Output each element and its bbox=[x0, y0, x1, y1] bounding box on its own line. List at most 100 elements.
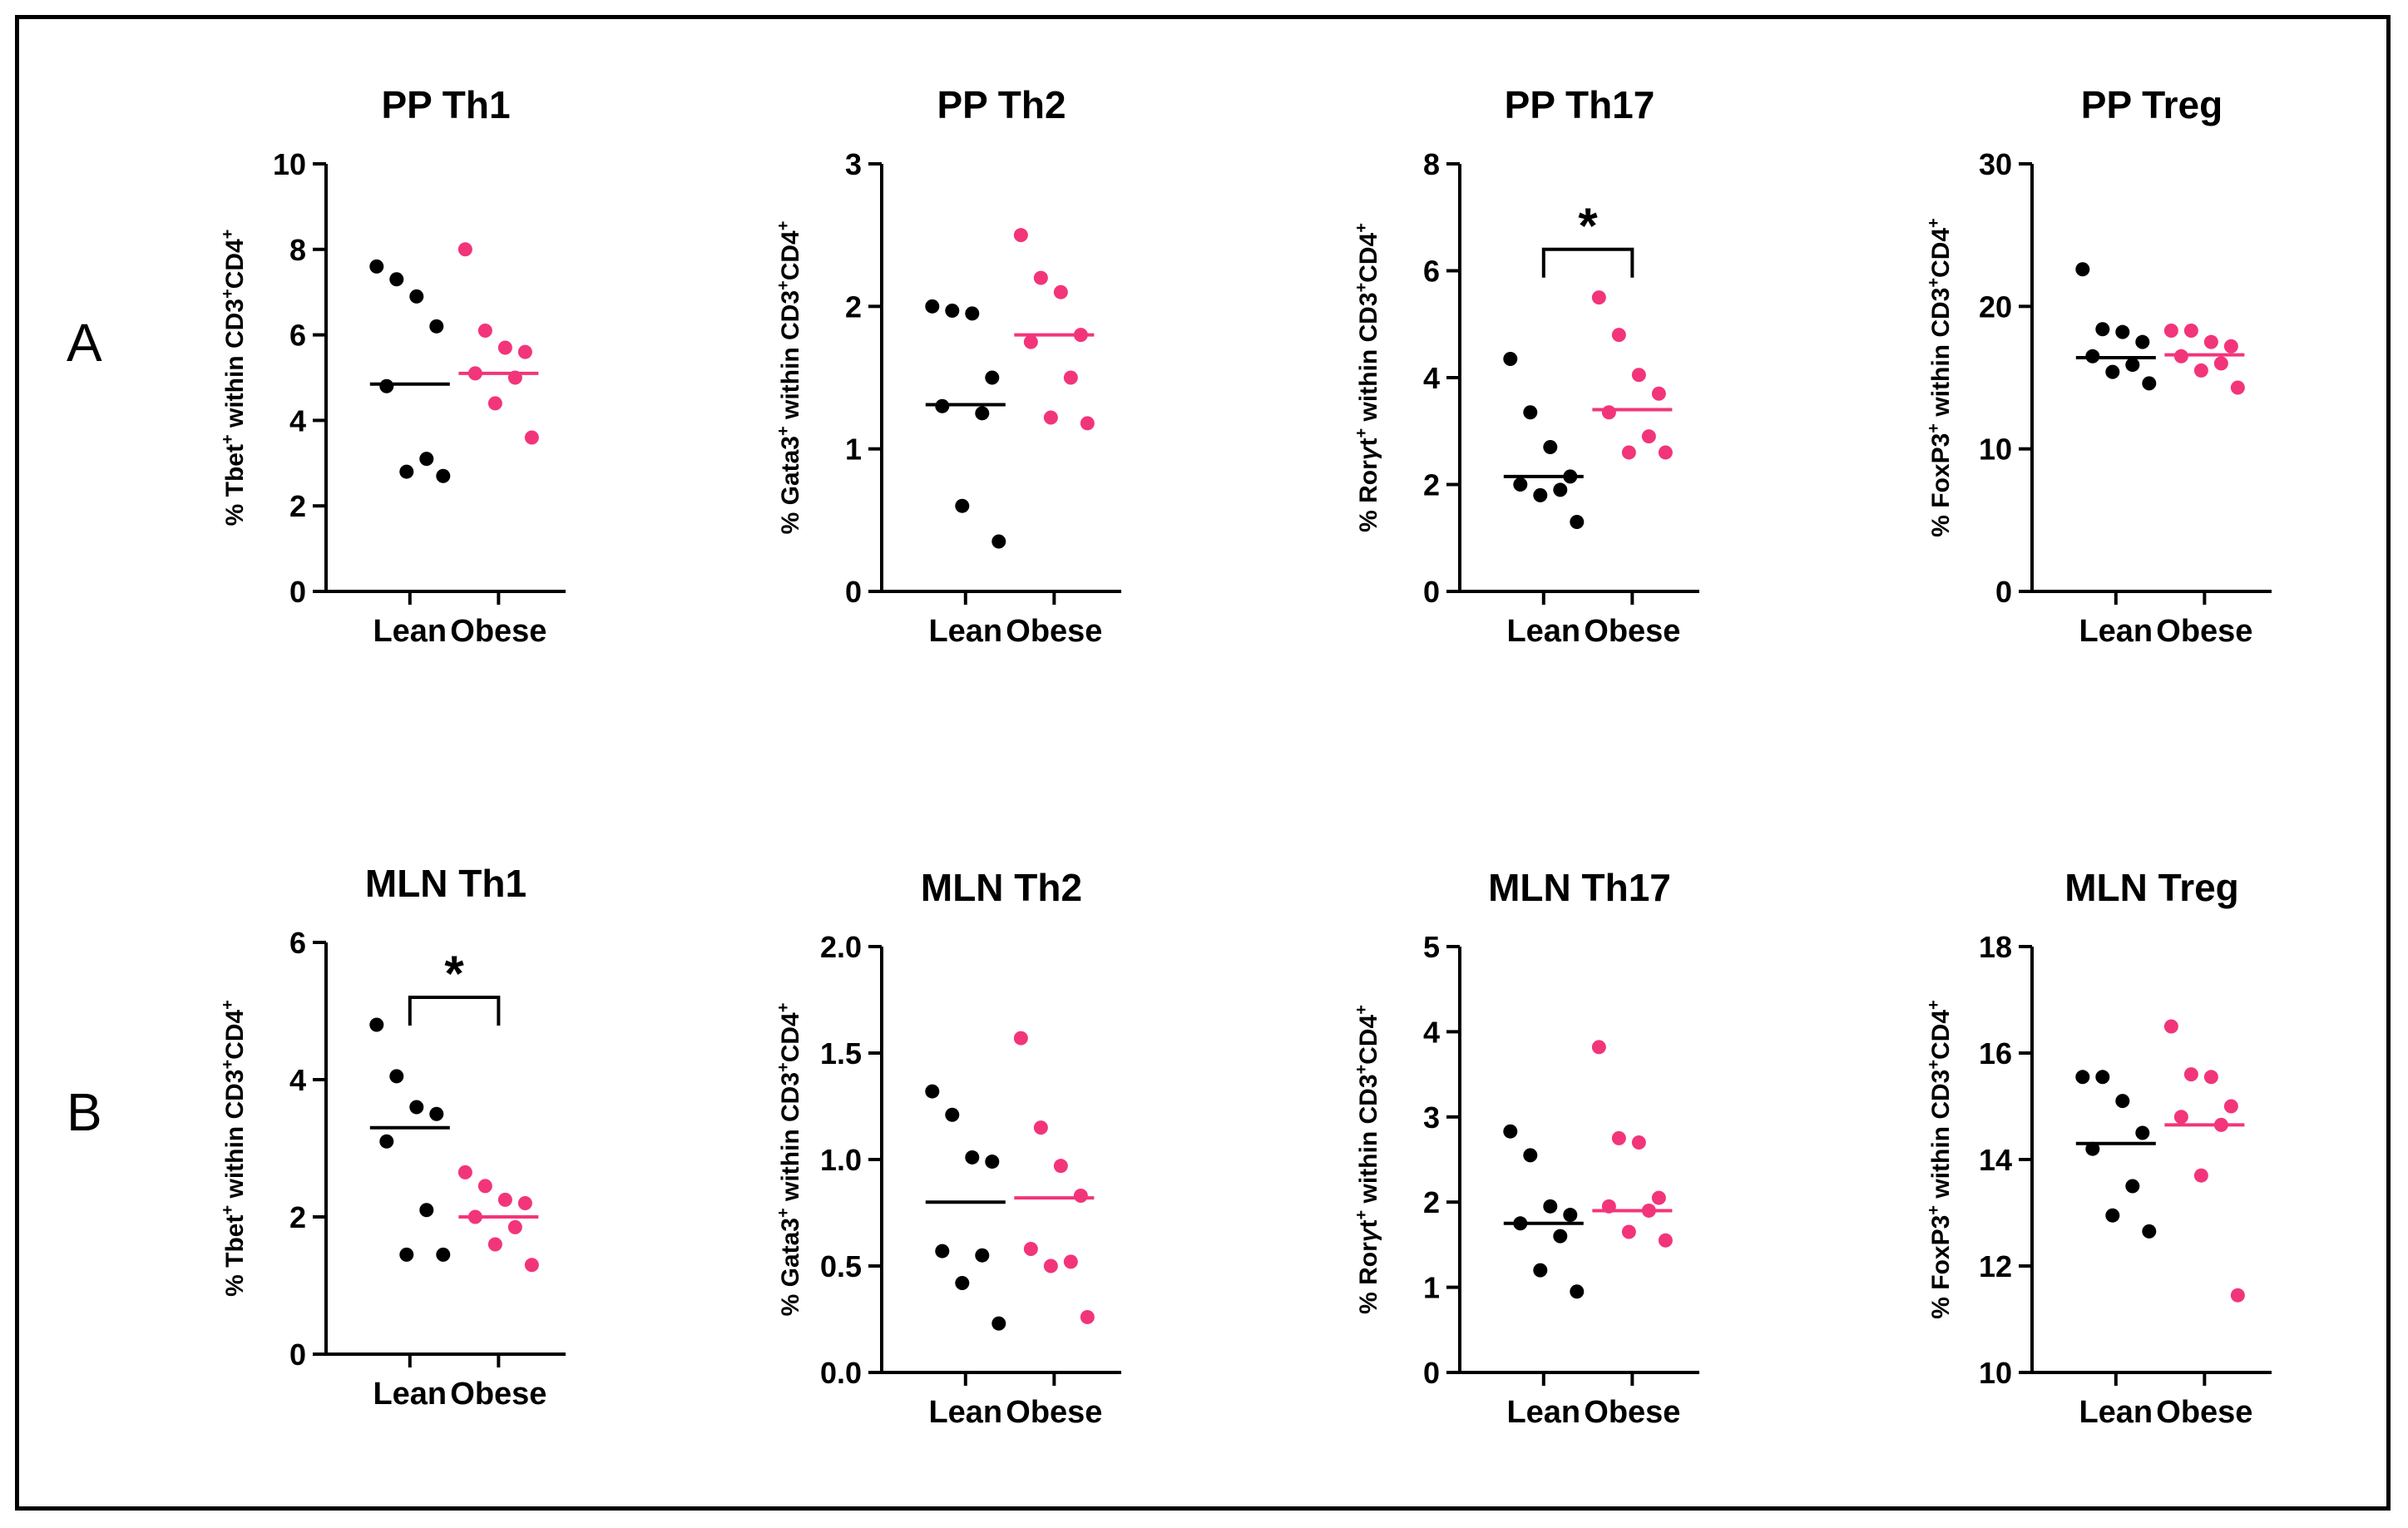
data-point-lean bbox=[1570, 1284, 1585, 1299]
y-axis-label-superscript: + bbox=[774, 1003, 793, 1013]
data-point-obese bbox=[1641, 429, 1656, 444]
y-tick-label: 4 bbox=[1423, 361, 1440, 395]
data-point-obese bbox=[517, 344, 532, 359]
data-point-lean bbox=[2075, 1070, 2090, 1085]
figure-frame bbox=[15, 15, 2391, 1511]
y-axis-label-part: % Ror bbox=[1355, 1242, 1382, 1314]
data-point-lean bbox=[429, 1106, 444, 1121]
data-point-lean bbox=[2095, 1070, 2110, 1085]
data-point-obese bbox=[2183, 1067, 2198, 1082]
chart-title: MLN Th1 bbox=[365, 862, 527, 905]
y-axis-label: % Rorγt+ within CD3+CD4+ bbox=[1352, 223, 1382, 532]
data-point-lean bbox=[389, 272, 404, 287]
data-point-lean bbox=[2105, 364, 2120, 379]
data-point-obese bbox=[1013, 228, 1028, 243]
data-point-obese bbox=[1043, 1258, 1058, 1273]
y-axis-label-part: CD4 bbox=[1355, 1014, 1382, 1064]
y-tick-label: 2 bbox=[1423, 1185, 1440, 1219]
chart-title: PP Th1 bbox=[381, 83, 510, 126]
data-point-obese bbox=[524, 430, 539, 445]
y-tick-label: 0 bbox=[1423, 1356, 1440, 1390]
data-point-lean bbox=[1523, 1148, 1538, 1163]
data-point-lean bbox=[985, 370, 1000, 385]
y-axis-label-superscript: + bbox=[1352, 223, 1371, 233]
chart-title: MLN Treg bbox=[2064, 866, 2239, 909]
data-point-obese bbox=[1063, 370, 1078, 385]
data-point-lean bbox=[935, 1244, 950, 1258]
y-axis-label-part: within CD3 bbox=[777, 290, 804, 426]
chart-title: PP Th2 bbox=[937, 83, 1066, 126]
y-axis-label-superscript: + bbox=[1352, 283, 1371, 293]
y-axis-label: % FoxP3+ within CD3+CD4+ bbox=[1925, 1000, 1955, 1318]
y-tick-label: 0 bbox=[289, 575, 306, 609]
data-point-obese bbox=[1043, 410, 1058, 425]
y-tick-label: 6 bbox=[1423, 255, 1440, 289]
y-tick-label: 0.5 bbox=[820, 1249, 862, 1283]
data-point-obese bbox=[1651, 386, 1666, 401]
data-point-lean bbox=[975, 1248, 990, 1263]
y-tick-label: 30 bbox=[1979, 147, 2012, 181]
data-point-obese bbox=[477, 1179, 492, 1194]
data-point-obese bbox=[497, 1192, 512, 1207]
y-axis-label-superscript: + bbox=[1352, 1005, 1371, 1015]
data-point-lean bbox=[369, 1017, 384, 1032]
data-point-lean bbox=[985, 1155, 1000, 1169]
y-tick-label: 2 bbox=[289, 1200, 306, 1234]
data-point-obese bbox=[457, 242, 472, 257]
data-point-lean bbox=[409, 1100, 424, 1115]
x-tick-label-lean: Lean bbox=[373, 1377, 447, 1412]
y-axis-label-superscript: + bbox=[219, 1060, 237, 1070]
chart-title: PP Th17 bbox=[1505, 83, 1655, 126]
data-point-lean bbox=[429, 319, 444, 334]
chart-title: MLN Th17 bbox=[1488, 866, 1671, 909]
data-point-obese bbox=[1658, 1233, 1673, 1248]
data-point-lean bbox=[436, 468, 451, 483]
y-tick-label: 16 bbox=[1979, 1036, 2012, 1071]
chart-title: PP Treg bbox=[2081, 83, 2223, 126]
data-point-lean bbox=[2115, 324, 2130, 339]
x-tick-label-obese: Obese bbox=[1006, 1395, 1102, 1430]
data-point-obese bbox=[1033, 1120, 1048, 1135]
y-axis-label-superscript: + bbox=[774, 221, 793, 231]
data-point-lean bbox=[369, 259, 384, 274]
y-tick-label: 0 bbox=[289, 1338, 306, 1372]
data-point-obese bbox=[1631, 368, 1646, 383]
data-point-obese bbox=[2163, 323, 2178, 338]
y-axis-label: % Tbet+ within CD3+CD4+ bbox=[219, 230, 249, 527]
data-point-lean bbox=[399, 1247, 414, 1262]
y-tick-label: 0 bbox=[845, 575, 862, 609]
y-axis-label-part: within CD3 bbox=[221, 299, 249, 434]
data-point-obese bbox=[1053, 1159, 1068, 1174]
y-tick-label: 10 bbox=[273, 147, 306, 181]
significance-star: * bbox=[1578, 198, 1598, 254]
y-axis-label-superscript: + bbox=[774, 1208, 793, 1218]
y-axis-label-superscript: + bbox=[219, 230, 237, 240]
y-tick-label: 20 bbox=[1979, 289, 2012, 324]
data-point-obese bbox=[1631, 1135, 1646, 1150]
data-point-obese bbox=[2173, 1110, 2188, 1125]
y-axis-label-superscript: + bbox=[1352, 1065, 1371, 1075]
y-axis-label-superscript: + bbox=[1925, 218, 1943, 228]
data-point-obese bbox=[477, 323, 492, 338]
data-point-lean bbox=[1553, 1229, 1568, 1244]
data-point-obese bbox=[2230, 1288, 2245, 1303]
y-tick-label: 12 bbox=[1979, 1249, 2012, 1283]
data-point-lean bbox=[2085, 1141, 2100, 1156]
data-point-lean bbox=[419, 452, 434, 467]
data-point-obese bbox=[457, 1165, 472, 1179]
y-tick-label: 8 bbox=[1423, 147, 1440, 181]
data-point-obese bbox=[524, 1258, 539, 1273]
data-point-lean bbox=[409, 289, 424, 304]
significance-bracket bbox=[1541, 247, 1634, 278]
data-point-lean bbox=[1543, 440, 1558, 455]
data-point-lean bbox=[945, 303, 960, 318]
data-point-lean bbox=[925, 299, 940, 314]
x-tick-label-obese: Obese bbox=[1584, 614, 1680, 649]
y-axis-label-superscript: + bbox=[1925, 278, 1943, 288]
data-point-lean bbox=[1563, 1208, 1578, 1223]
data-point-obese bbox=[2183, 323, 2198, 338]
data-point-lean bbox=[2095, 322, 2110, 337]
